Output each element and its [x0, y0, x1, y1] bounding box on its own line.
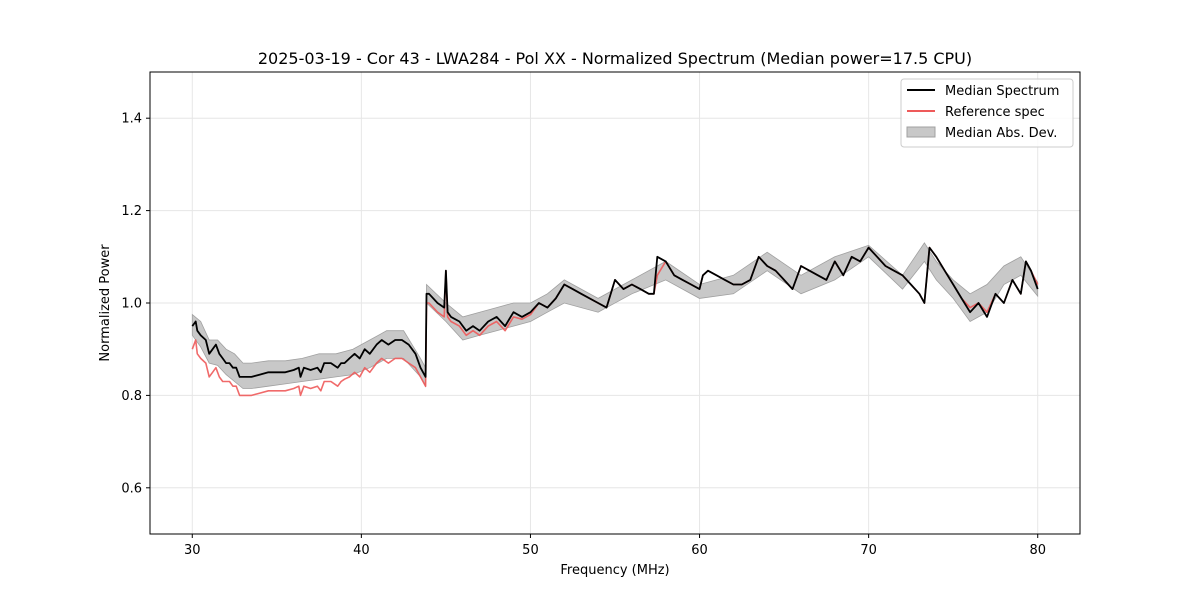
median-spectrum-line — [191, 246, 1039, 378]
chart-title: 2025-03-19 - Cor 43 - LWA284 - Pol XX - … — [258, 49, 972, 68]
x-tick-label: 80 — [1029, 543, 1046, 558]
legend-median-label: Median Spectrum — [945, 84, 1059, 99]
x-axis-label: Frequency (MHz) — [560, 563, 669, 578]
legend-mad-swatch — [906, 126, 936, 138]
y-tick-label: 1.4 — [121, 112, 142, 127]
legend: Median Spectrum Reference spec Median Ab… — [900, 78, 1074, 148]
x-tick-label: 70 — [860, 543, 877, 558]
y-tick-label: 0.6 — [121, 481, 142, 496]
x-tick-label: 30 — [184, 543, 201, 558]
x-tick-label: 60 — [691, 543, 708, 558]
x-tick-label: 40 — [353, 543, 370, 558]
ticks: 30 40 50 60 70 80 0.6 0.8 1.0 1.2 1.4 — [121, 112, 1046, 558]
legend-box — [900, 78, 1074, 148]
legend-reference-label: Reference spec — [945, 105, 1045, 120]
y-tick-label: 1.2 — [121, 204, 142, 219]
y-axis-label: Normalized Power — [98, 244, 113, 362]
legend-mad-label: Median Abs. Dev. — [945, 126, 1057, 141]
x-tick-label: 50 — [522, 543, 539, 558]
y-tick-label: 1.0 — [121, 297, 142, 312]
plot-area — [191, 242, 1039, 397]
y-tick-label: 0.8 — [121, 389, 142, 404]
